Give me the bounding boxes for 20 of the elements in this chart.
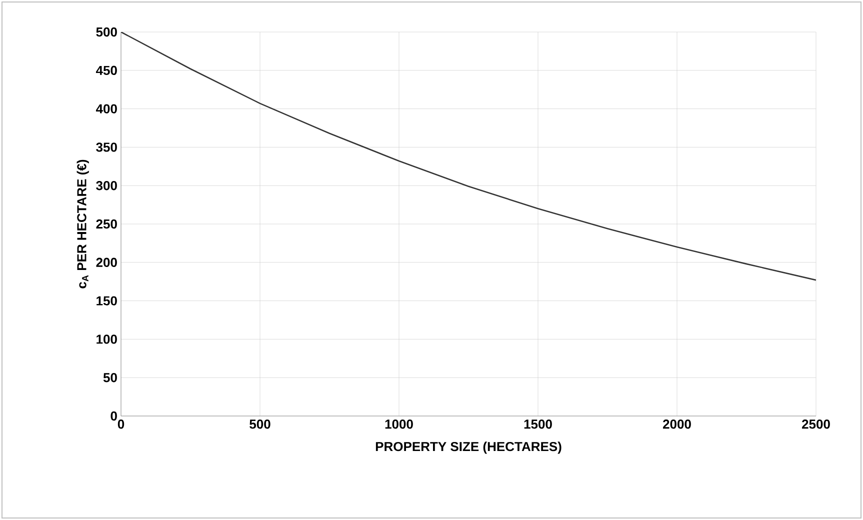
y-tick-label: 450 <box>96 66 117 76</box>
x-tick-label: 2000 <box>663 420 691 429</box>
x-tick-label: 1000 <box>385 420 413 429</box>
y-tick-label: 250 <box>96 219 117 229</box>
y-tick-label: 350 <box>96 142 117 152</box>
x-tick-label: 500 <box>250 420 270 429</box>
y-tick-label: 500 <box>96 27 117 37</box>
y-tick-label: 300 <box>96 180 117 190</box>
y-tick-label: 50 <box>103 372 117 382</box>
line-series <box>121 32 816 281</box>
y-tick-label: 150 <box>96 296 117 306</box>
y-tick-label: 400 <box>96 104 117 114</box>
y-tick-label: 200 <box>96 258 117 267</box>
x-tick-label: 0 <box>118 420 124 429</box>
y-axis-title: c$_{A}$ PER HECTARE (€) <box>76 160 89 288</box>
y-tick-label: 100 <box>96 334 117 344</box>
y-tick-label: 0 <box>110 411 117 421</box>
x-axis-title: PROPERTY SIZE (HECTARES) <box>376 442 562 454</box>
x-tick-label: 2500 <box>802 420 830 429</box>
x-tick-label: 1500 <box>524 420 552 429</box>
